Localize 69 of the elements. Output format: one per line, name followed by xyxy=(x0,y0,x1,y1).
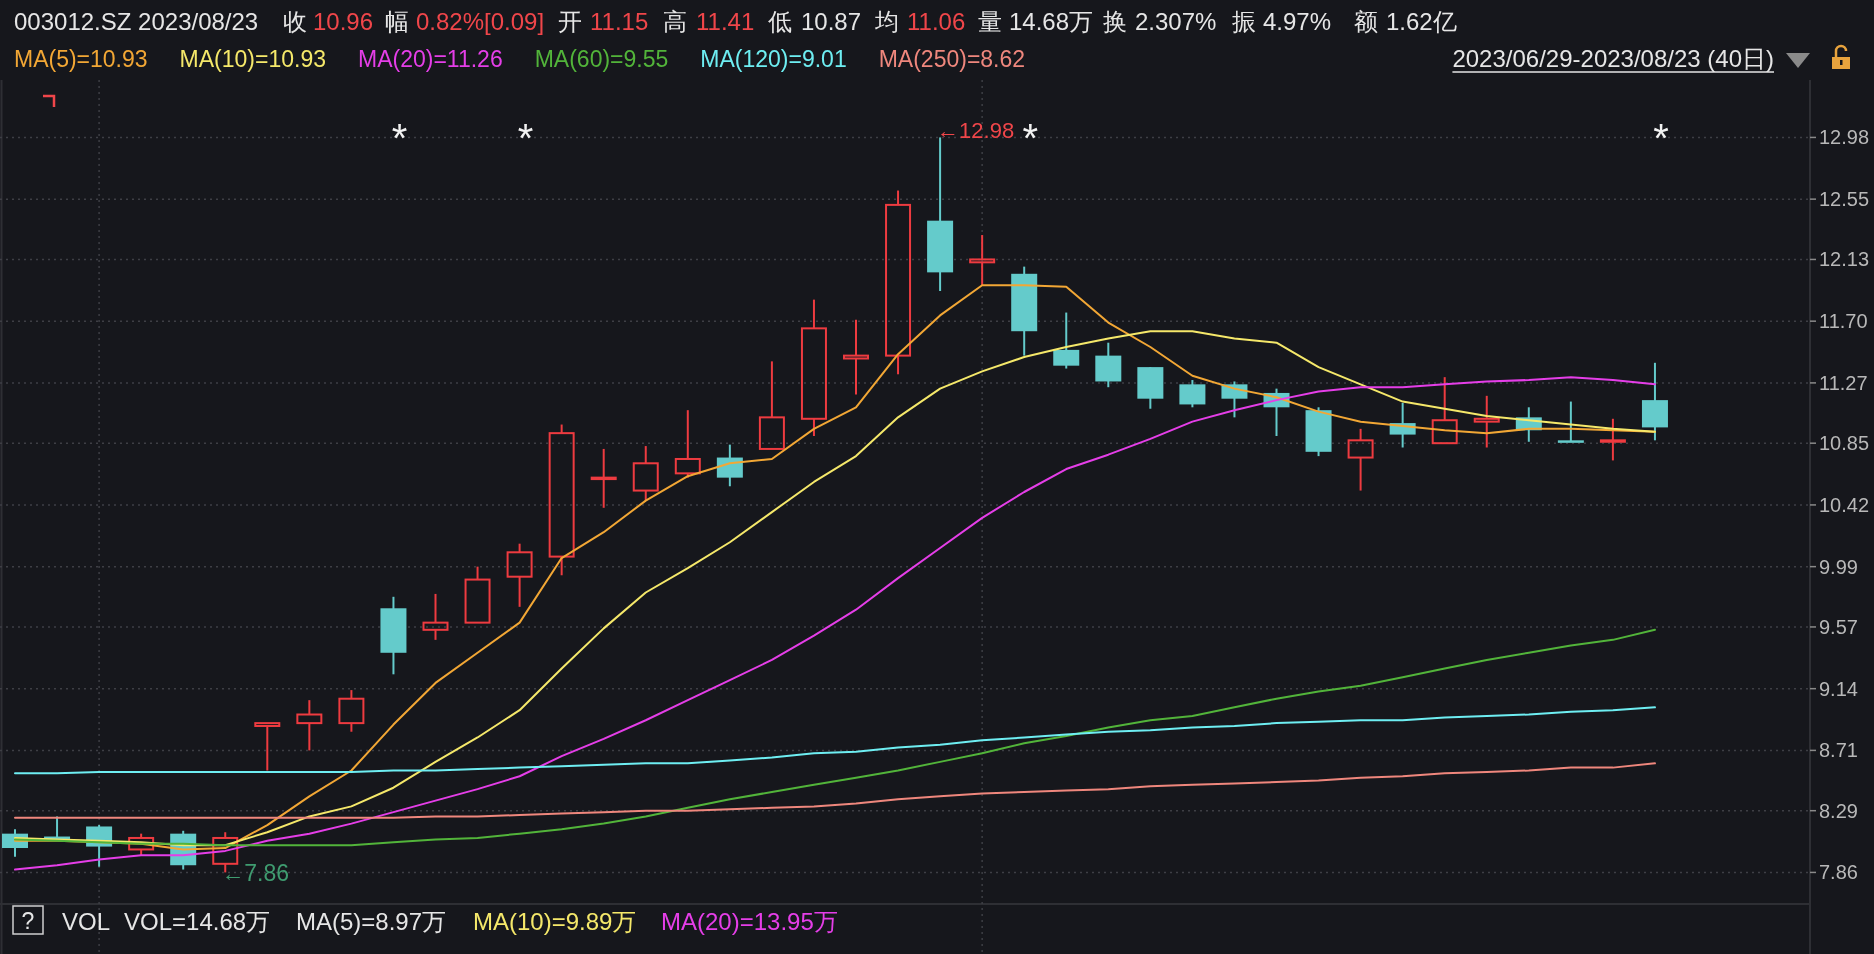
y-tick-label: 9.99 xyxy=(1819,555,1858,578)
y-tick-label: 10.42 xyxy=(1819,493,1870,516)
text: 均 xyxy=(874,8,899,35)
annotation: ←12.98 xyxy=(937,118,1015,144)
annotation: * xyxy=(391,116,408,160)
y-tick-label: 9.57 xyxy=(1819,615,1858,638)
text: 14.68万 xyxy=(1009,8,1094,35)
candlestick xyxy=(464,565,491,624)
text: 幅 xyxy=(385,8,409,35)
text: MA(5)=10.93 xyxy=(14,46,148,72)
y-tick-label: 11.70 xyxy=(1819,310,1868,333)
candlestick xyxy=(758,360,785,450)
text: MA(20)=11.26 xyxy=(358,46,503,72)
y-tick-label: 10.85 xyxy=(1819,432,1870,455)
y-tick-label: 8.29 xyxy=(1819,799,1858,822)
text: VOL xyxy=(62,908,111,935)
y-tick-label: 12.13 xyxy=(1819,248,1870,271)
text: 收 xyxy=(283,8,307,35)
text: MA(5)=8.97万 xyxy=(296,908,447,935)
text: 10.96 xyxy=(313,8,374,35)
line-series xyxy=(14,762,1656,819)
text: 额 xyxy=(1354,8,1378,35)
text: 4.97% xyxy=(1263,8,1332,35)
candlestick xyxy=(843,318,869,396)
text: 换 xyxy=(1103,8,1127,35)
text: 11.15 xyxy=(590,8,649,35)
annotation: * xyxy=(517,116,534,160)
text: MA(10)=9.89万 xyxy=(473,908,637,935)
text: 2.307% xyxy=(1135,8,1217,35)
annotation: * xyxy=(1022,116,1038,160)
text: MA(20)=13.95万 xyxy=(661,908,838,935)
annotation: * xyxy=(1653,116,1669,160)
text: 量 xyxy=(978,8,1002,35)
text: 振 xyxy=(1232,8,1256,35)
text: MA(10)=10.93 xyxy=(179,46,326,72)
text: 1.62亿 xyxy=(1386,8,1457,35)
text: MA(120)=9.01 xyxy=(700,46,847,72)
text: MA(250)=8.62 xyxy=(878,46,1026,72)
candlestick xyxy=(338,689,365,733)
text: 低 xyxy=(768,8,792,35)
candlestick xyxy=(1557,400,1584,443)
line-series xyxy=(14,706,1656,775)
y-tick-label: 12.55 xyxy=(1819,188,1870,211)
text: 11.06 xyxy=(907,8,966,35)
candlestick xyxy=(254,722,281,772)
candlestick xyxy=(1473,394,1500,449)
candlestick xyxy=(1599,417,1626,462)
candlestick xyxy=(422,592,449,641)
y-tick-label: 8.71 xyxy=(1819,739,1858,762)
chart-title: 003012.SZ 2023/08/23 xyxy=(14,8,259,35)
text: VOL=14.68万 xyxy=(124,908,271,935)
text: 11.41 xyxy=(696,8,755,35)
y-tick-label: 11.27 xyxy=(1819,371,1868,394)
candlestick xyxy=(590,447,617,509)
candlestick xyxy=(1431,376,1458,445)
candlestick xyxy=(969,234,996,287)
y-tick-label: 9.14 xyxy=(1819,677,1858,700)
text: ? xyxy=(21,908,35,934)
candlestick xyxy=(885,189,912,376)
text: 高 xyxy=(663,8,687,35)
y-tick-label: 7.86 xyxy=(1819,861,1858,884)
text: 0.82%[0.09] xyxy=(416,8,545,35)
text: MA(60)=9.55 xyxy=(534,46,669,72)
text: 2023/06/29-2023/08/23 (40日) xyxy=(1452,45,1774,72)
annotation: ←7.86 xyxy=(221,860,290,887)
text: 10.87 xyxy=(801,8,862,35)
text: 开 xyxy=(558,8,582,35)
candlestick xyxy=(296,699,323,752)
y-tick-label: 12.98 xyxy=(1819,126,1870,149)
